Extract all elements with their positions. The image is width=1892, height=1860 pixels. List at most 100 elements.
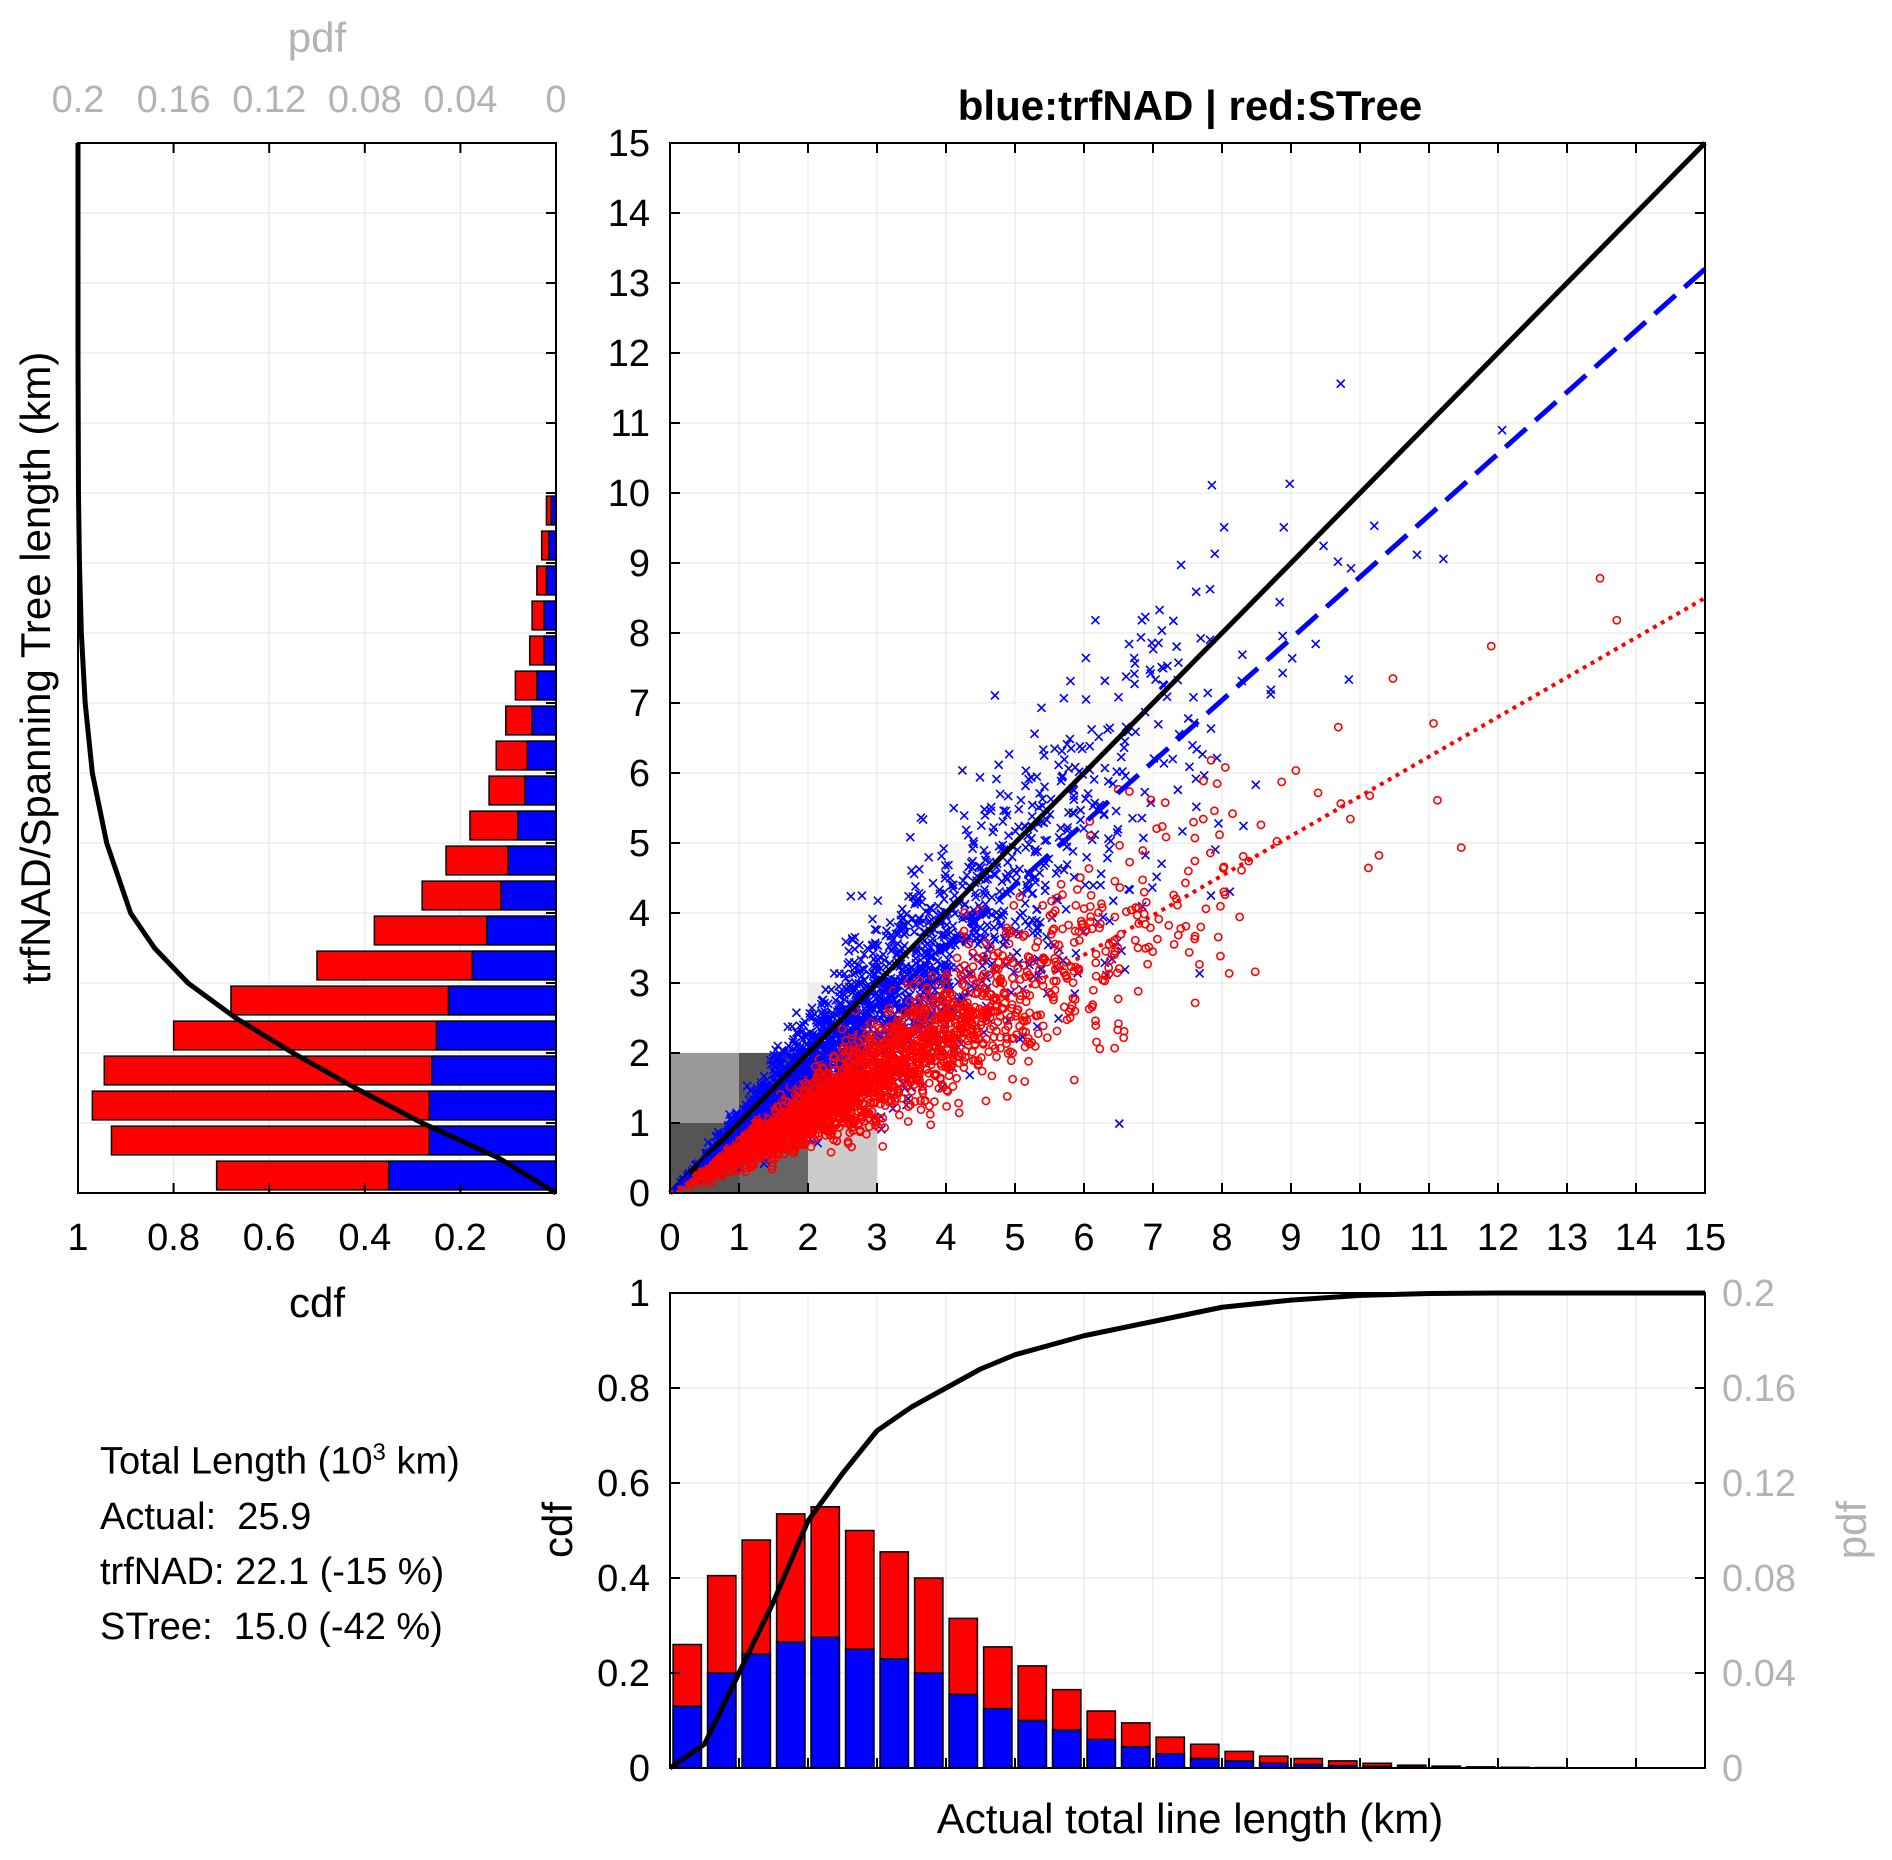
trfnad-point	[1183, 713, 1193, 723]
stree-point	[1250, 967, 1260, 977]
stree-point	[878, 1142, 888, 1151]
stree-point	[1363, 863, 1373, 873]
trfnad-point	[866, 1003, 876, 1014]
stree-point	[1181, 878, 1190, 888]
bottom-y2tick-label: 0	[1722, 1748, 1743, 1790]
trfnad-point	[742, 1081, 752, 1091]
total-length-stats: Total Length (103 km) Actual: 25.9 trfNA…	[100, 1425, 460, 1655]
trfnad-point	[1206, 723, 1216, 734]
trfnad-point	[1081, 694, 1091, 705]
trfnad-point	[783, 1041, 794, 1051]
trfnad-point	[841, 973, 851, 983]
trfnad-point	[1213, 818, 1224, 828]
bottom-bar-trfnad	[1189, 1757, 1220, 1769]
trfnad-point	[1088, 880, 1098, 890]
trfnad-point	[990, 870, 1000, 880]
trfnad-point	[924, 852, 934, 862]
stree-point	[1190, 856, 1200, 866]
trfnad-point	[989, 822, 999, 833]
trfnad-point	[785, 1051, 796, 1061]
bottom-bar-trfnad	[775, 1641, 806, 1769]
left-bar-trfnad	[531, 705, 557, 736]
trfnad-point	[940, 860, 950, 871]
trfnad-point	[1011, 868, 1022, 878]
scatter-xtick-label: 7	[1142, 1217, 1163, 1259]
stree-point	[1018, 932, 1028, 942]
trfnad-point	[1065, 676, 1076, 686]
trfnad-point	[1173, 658, 1184, 668]
trfnad-point	[870, 924, 880, 934]
trfnad-point	[855, 965, 865, 975]
trfnad-point	[976, 821, 986, 831]
trfnad-point	[850, 932, 860, 942]
trfnad-point	[1042, 932, 1052, 942]
trfnad-point	[1154, 605, 1165, 615]
stree-point	[1256, 820, 1266, 830]
scatter-ytick-label: 12	[608, 333, 650, 375]
stree-point	[1115, 840, 1124, 850]
stree-point	[1008, 1074, 1018, 1084]
trfnad-point	[1346, 563, 1356, 573]
stree-point	[1277, 777, 1287, 787]
trfnad-point	[1238, 821, 1249, 831]
trfnad-point	[940, 873, 950, 883]
trfnad-point	[1068, 846, 1078, 856]
left-bar-trfnad	[548, 530, 557, 561]
trfnad-point	[870, 938, 880, 948]
trfnad-point	[895, 946, 905, 956]
trfnad-point	[1333, 557, 1343, 567]
stree-point	[874, 1023, 884, 1033]
bottom-y2tick-label: 0.2	[1722, 1273, 1775, 1315]
trfnad-point	[961, 825, 971, 835]
trfnad-point	[1311, 639, 1321, 649]
bottom-ytick-label: 0.2	[597, 1653, 650, 1695]
stree-point	[1138, 846, 1148, 855]
trfnad-point	[857, 971, 867, 981]
scatter-xtick-label: 3	[866, 1217, 887, 1259]
trfnad-point	[998, 910, 1008, 920]
trfnad-point	[886, 930, 897, 940]
stree-point	[1160, 798, 1170, 808]
stree-point	[975, 977, 985, 987]
trfnad-point	[999, 805, 1009, 816]
trfnad-point	[1020, 898, 1030, 908]
stree-point	[903, 1117, 913, 1126]
trfnad-point	[1195, 968, 1205, 979]
trfnad-point	[841, 983, 851, 994]
trfnad-point	[1020, 781, 1031, 791]
stree-point	[1068, 978, 1078, 988]
left-bar-trfnad	[536, 670, 557, 701]
stree-point	[1228, 809, 1237, 819]
trfnad-point	[943, 955, 953, 965]
trfnad-point	[817, 1007, 827, 1017]
stats-heading-pre: Total Length (10	[100, 1440, 373, 1483]
stree-point	[1101, 946, 1111, 956]
trfnad-point	[1064, 764, 1074, 774]
stree-point	[1110, 912, 1120, 922]
trfnad-point	[1015, 910, 1025, 920]
stree-point	[1052, 1026, 1062, 1036]
stree-point	[1313, 788, 1323, 798]
trfnad-point	[1177, 826, 1187, 836]
trfnad-point	[909, 869, 919, 879]
trfnad-point	[1022, 880, 1032, 890]
trfnad-point	[939, 894, 949, 904]
trfnad-point	[1162, 661, 1173, 671]
trfnad-point	[948, 883, 958, 893]
stree-point	[1082, 925, 1091, 935]
left-bar-trfnad	[500, 880, 557, 911]
stree-scatter	[674, 573, 1622, 1194]
trfnad-point	[918, 814, 928, 825]
stree-point	[883, 1008, 893, 1017]
trfnad-point	[986, 802, 996, 812]
bottom-bar-trfnad	[879, 1658, 910, 1769]
bottom-y2tick-label: 0.16	[1722, 1368, 1796, 1410]
trfnad-point	[1014, 864, 1025, 874]
left-bar-trfnad	[430, 1055, 557, 1086]
stree-point	[1238, 851, 1248, 861]
trfnad-point	[1071, 948, 1081, 958]
trfnad-point	[1266, 689, 1276, 699]
trfnad-point	[1145, 665, 1155, 675]
trfnad-point	[896, 922, 906, 932]
stree-point	[1216, 951, 1225, 961]
